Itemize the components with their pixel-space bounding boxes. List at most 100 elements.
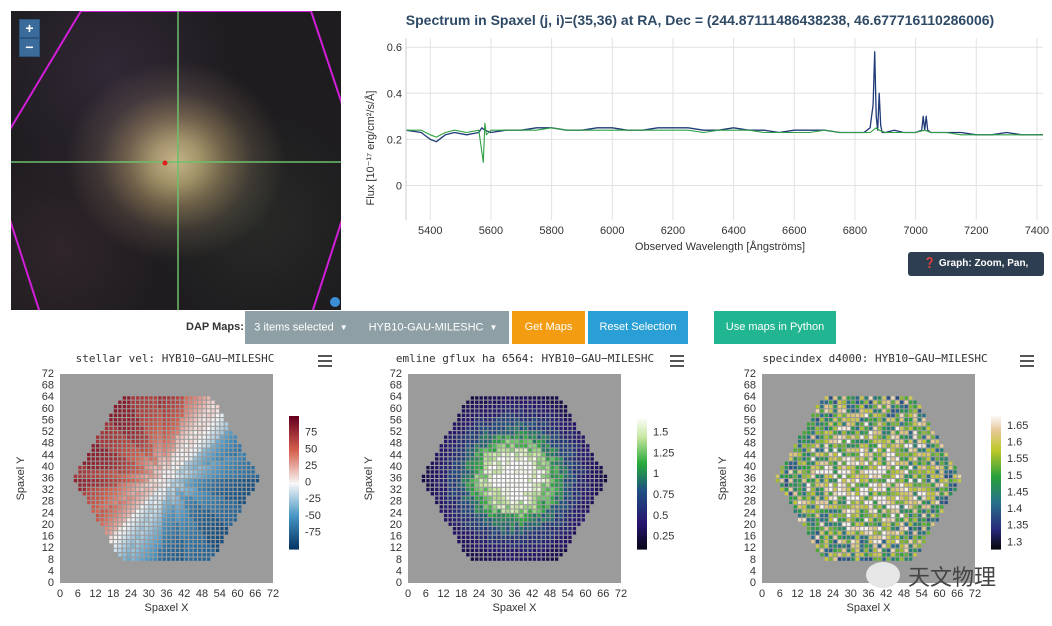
- map-spaxel: [909, 452, 913, 457]
- map-spaxel: [550, 461, 554, 465]
- map-spaxel: [846, 544, 851, 548]
- map-spaxel: [510, 483, 514, 487]
- map-spaxel: [931, 513, 935, 518]
- colorbar-segment: [991, 511, 1001, 515]
- map-spaxel: [113, 509, 118, 513]
- map-spaxel: [475, 418, 479, 422]
- map-spaxel: [851, 431, 855, 435]
- map-spaxel: [877, 513, 882, 518]
- map-spaxel: [577, 483, 581, 487]
- map-spaxel: [815, 535, 820, 539]
- get-maps-button[interactable]: Get Maps: [512, 311, 585, 344]
- map-spaxel: [931, 500, 935, 505]
- map-spaxel: [506, 509, 510, 513]
- map-spaxel: [215, 535, 220, 539]
- map-spaxel: [497, 496, 501, 500]
- map-spaxel: [798, 474, 802, 478]
- map-spaxel: [118, 444, 122, 448]
- map-spaxel: [475, 505, 479, 509]
- map-spaxel: [802, 505, 806, 509]
- map-spaxel: [577, 518, 581, 522]
- map-spaxel: [532, 452, 537, 457]
- zoom-out-button[interactable]: −: [19, 38, 40, 57]
- map-spaxel: [153, 457, 157, 461]
- map-spaxel: [886, 479, 891, 483]
- spectrum-series-line: [405, 51, 1043, 143]
- map-spaxel: [806, 448, 811, 452]
- map-spaxel: [559, 544, 563, 548]
- map-spaxel: [559, 518, 563, 522]
- model-select-dropdown[interactable]: HYB10-GAU-MILESHC ▼: [357, 311, 509, 344]
- maps-area[interactable]: 0 6 12 18 24 30 36 42 48 54 60 66 720481216202428323…: [0, 366, 1052, 626]
- map-spaxel: [917, 492, 922, 496]
- graph-help-button[interactable]: ❓ Graph: Zoom, Pan, Values: [908, 252, 1044, 293]
- map-menu-icon[interactable]: [1020, 355, 1034, 367]
- map-spaxel: [162, 466, 166, 470]
- map-spaxel: [886, 431, 891, 435]
- map-menu-icon[interactable]: [318, 355, 332, 367]
- use-maps-python-button[interactable]: Use maps in Python: [714, 311, 836, 344]
- colorbar-segment: [289, 436, 299, 439]
- map-spaxel: [184, 452, 189, 457]
- map-spaxel: [475, 405, 479, 409]
- map-spaxel: [207, 409, 211, 413]
- map-spaxel: [909, 553, 913, 557]
- map-spaxel: [211, 522, 215, 526]
- map-spaxel: [167, 527, 171, 531]
- map-spaxel: [158, 426, 162, 431]
- map-spaxel: [815, 409, 820, 413]
- map-spaxel: [935, 479, 939, 483]
- map-spaxel: [211, 452, 215, 457]
- map-menu-icon[interactable]: [670, 355, 684, 367]
- map-spaxel: [537, 448, 541, 452]
- map-spaxel: [904, 492, 908, 496]
- reset-selection-button[interactable]: Reset Selection: [588, 311, 688, 344]
- colorbar-segment: [289, 424, 299, 428]
- map-spaxel: [96, 479, 100, 483]
- map-spaxel: [198, 474, 202, 478]
- map-spaxel: [935, 435, 939, 439]
- map-spaxel: [904, 527, 908, 531]
- map-spaxel: [149, 418, 153, 422]
- map-spaxel: [935, 457, 939, 461]
- map-spaxel: [515, 505, 519, 509]
- map-spaxel: [917, 509, 922, 513]
- map-spaxel: [497, 513, 501, 518]
- map-spaxel: [546, 496, 550, 500]
- map-spaxel: [171, 470, 175, 474]
- map-spaxel: [909, 431, 913, 435]
- map-spaxel: [224, 479, 229, 483]
- map-spaxel: [233, 439, 237, 444]
- map-spaxel: [470, 544, 474, 548]
- map-spaxel: [546, 431, 550, 435]
- map-spaxel: [470, 452, 474, 457]
- map-spaxel: [153, 535, 157, 539]
- zoom-in-button[interactable]: +: [19, 19, 40, 38]
- colorbar-segment: [289, 544, 299, 548]
- map-spaxel: [572, 527, 577, 531]
- colorbar-tick-label: -75: [305, 526, 321, 538]
- map-spaxel: [510, 435, 514, 439]
- map-spaxel: [851, 470, 855, 474]
- items-select-dropdown[interactable]: 3 items selected ▼: [245, 311, 357, 344]
- spectrum-x-tick-label: 5600: [479, 225, 503, 237]
- map-spaxel: [149, 466, 153, 470]
- colorbar-segment: [637, 531, 647, 535]
- map-spaxel: [555, 500, 559, 505]
- map-spaxel: [882, 509, 886, 513]
- map-spaxel: [798, 479, 802, 483]
- map-spaxel: [838, 457, 842, 461]
- spectrum-chart[interactable]: 5400 5600 5800 6000 6200 6400 6600 6800 7000 7200…: [348, 30, 1052, 256]
- map-spaxel: [91, 452, 95, 457]
- galaxy-image[interactable]: + −: [11, 11, 341, 310]
- map-spaxel: [242, 461, 246, 465]
- map-spaxel: [457, 509, 461, 513]
- map-spaxel: [940, 461, 944, 465]
- resize-handle[interactable]: [330, 297, 340, 307]
- map-spaxel: [118, 461, 122, 465]
- map-spaxel: [180, 426, 184, 431]
- map-spaxel: [198, 435, 202, 439]
- map-spaxel: [497, 492, 501, 496]
- map-spaxel: [171, 418, 175, 422]
- map-spaxel: [519, 409, 523, 413]
